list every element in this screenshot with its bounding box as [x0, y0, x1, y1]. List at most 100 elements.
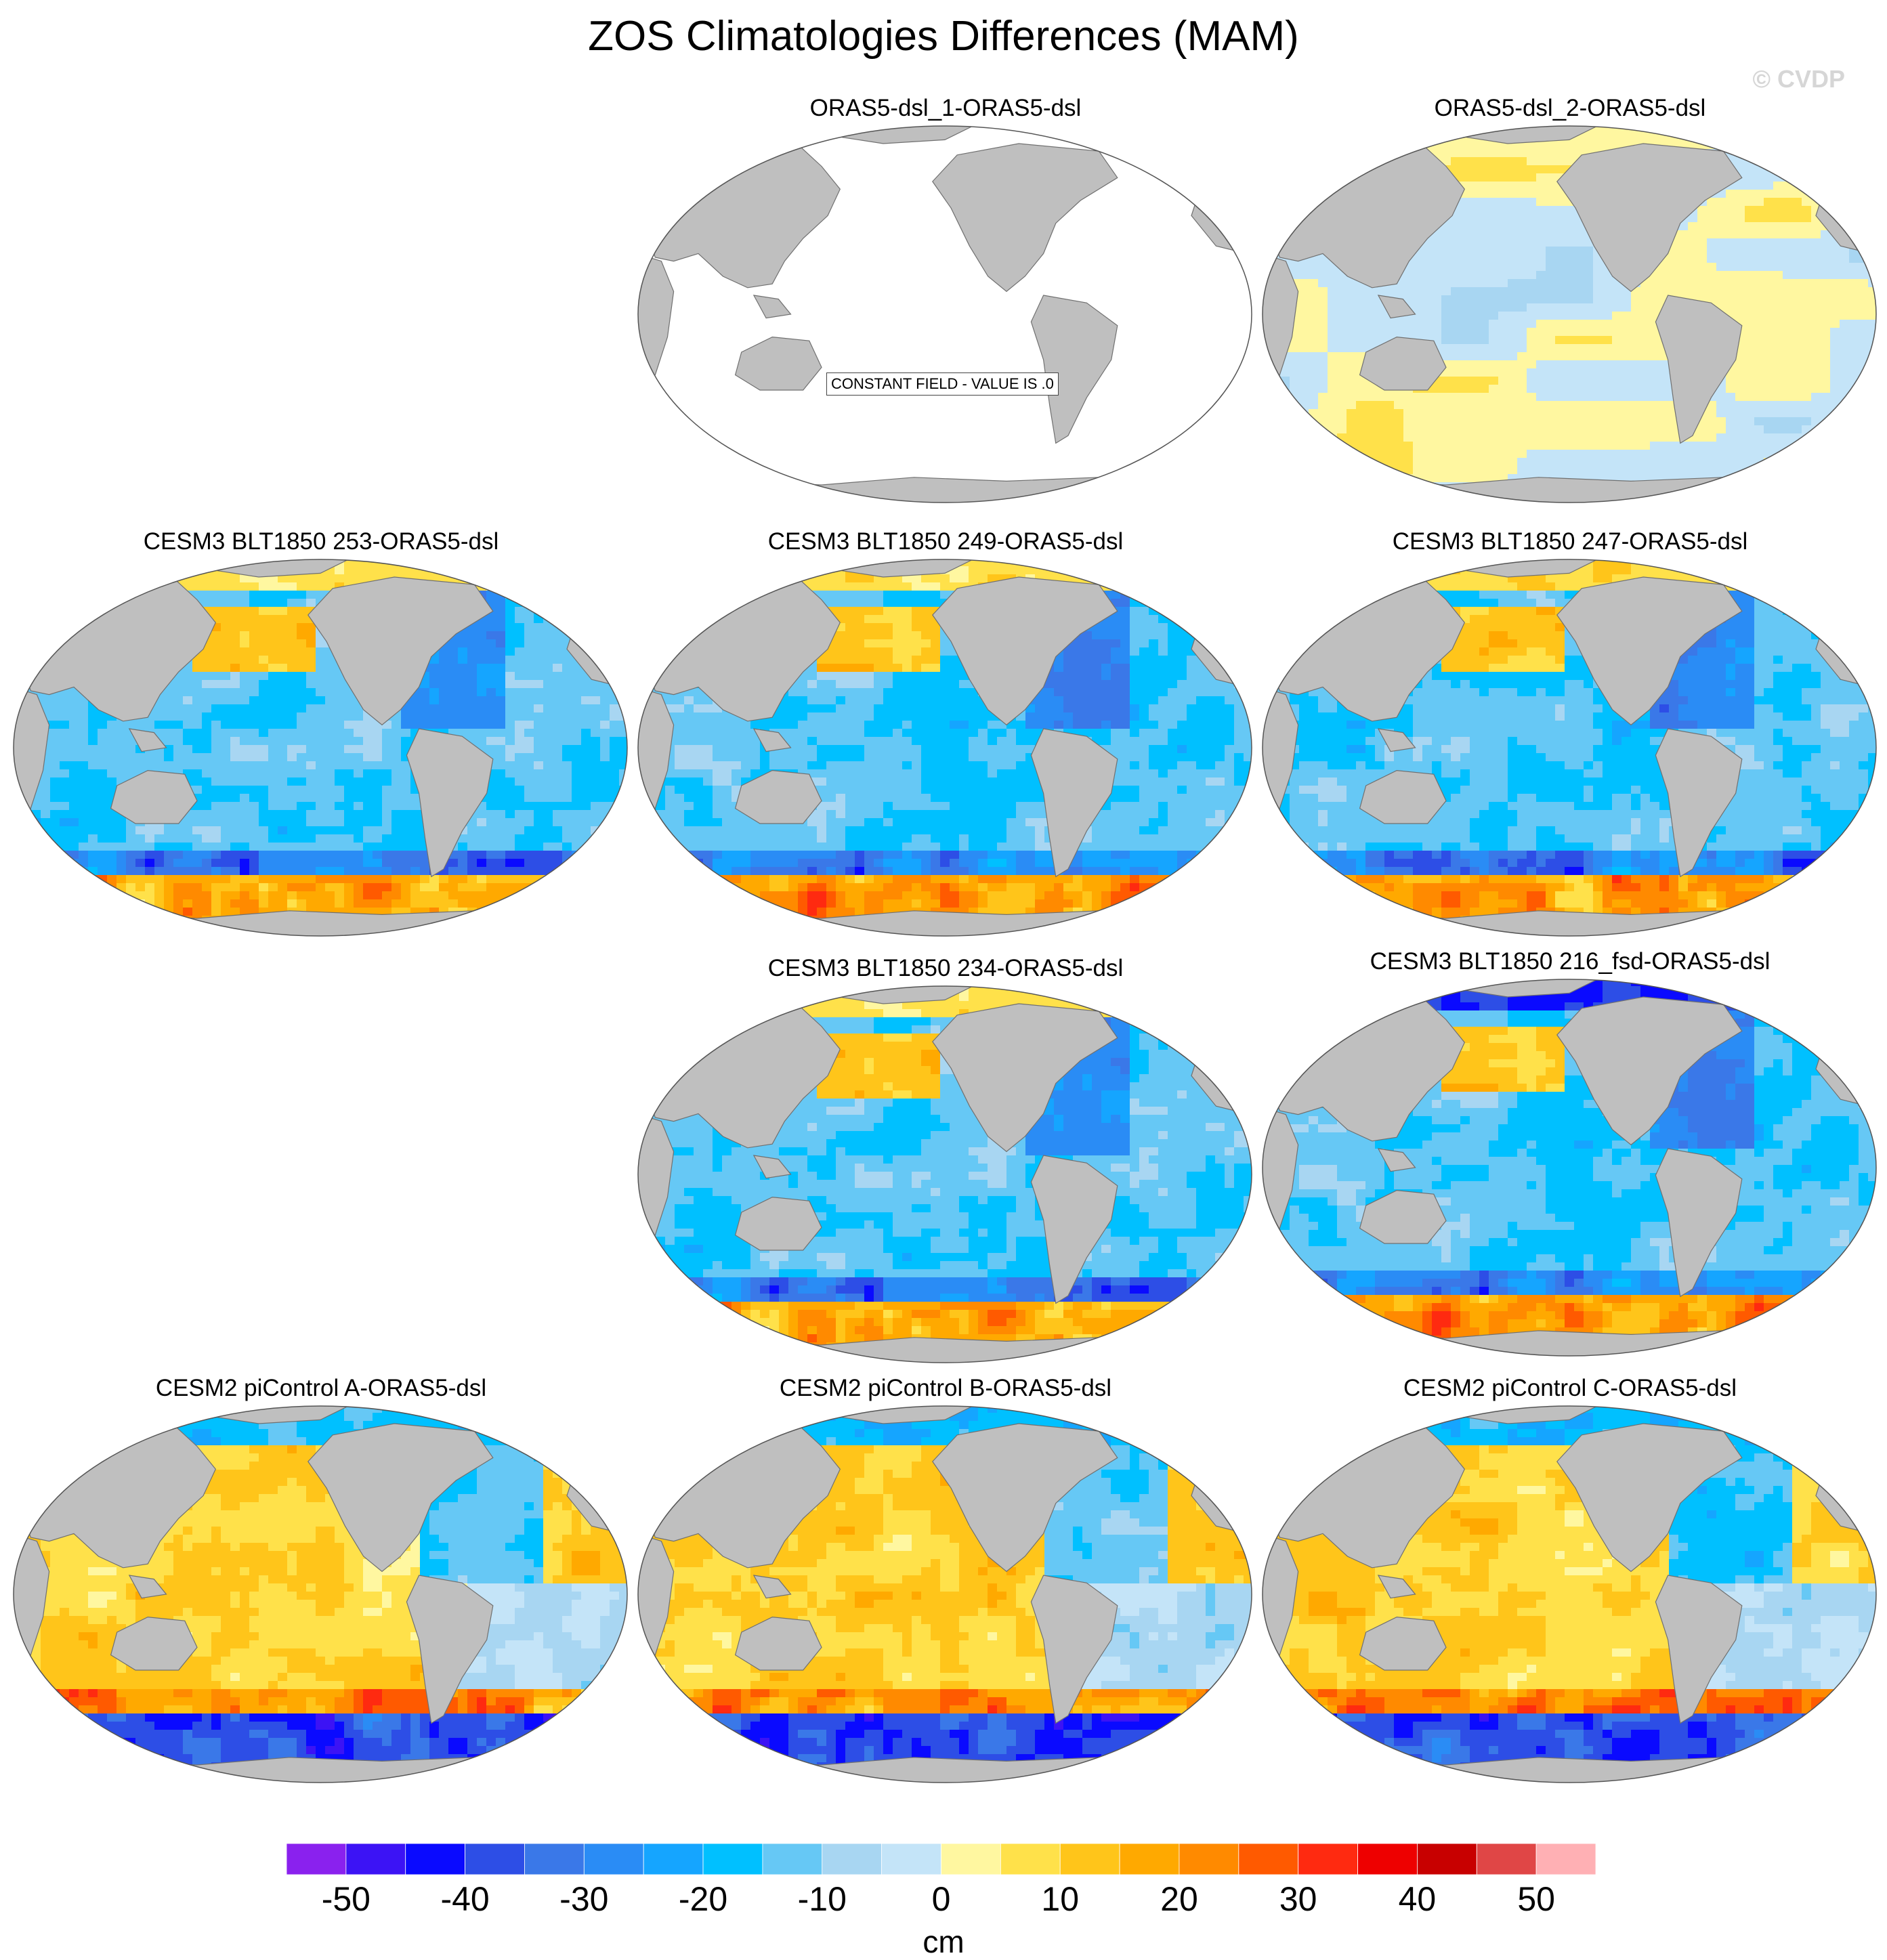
panel-title: CESM3 BLT1850 247-ORAS5-dsl	[1261, 528, 1879, 555]
colorbar-bin	[465, 1843, 525, 1875]
colorbar-bin	[762, 1843, 823, 1875]
world-map	[637, 559, 1252, 937]
landmass	[308, 576, 494, 726]
colorbar-bin	[822, 1843, 883, 1875]
map-panel: CESM2 piControl B-ORAS5-dsl	[637, 1375, 1254, 1795]
landmass	[1655, 728, 1743, 878]
panel-title: CESM3 BLT1850 249-ORAS5-dsl	[637, 528, 1254, 555]
map-outline	[1262, 559, 1877, 937]
map-panel: CESM2 piControl A-ORAS5-dsl	[12, 1375, 630, 1795]
landmass	[1377, 728, 1416, 752]
colorbar-bin	[702, 1843, 763, 1875]
map-panel: CESM3 BLT1850 234-ORAS5-dsl	[637, 955, 1254, 1375]
panel-title: CESM2 piControl C-ORAS5-dsl	[1261, 1375, 1879, 1402]
landmass	[1655, 1575, 1743, 1724]
colorbar-bin	[405, 1843, 465, 1875]
landmass	[1030, 1575, 1118, 1724]
landmass	[1655, 1148, 1743, 1298]
landmass	[1556, 1423, 1743, 1573]
panel-title: ORAS5-dsl_2-ORAS5-dsl	[1261, 95, 1879, 122]
colorbar-tick-label: -30	[559, 1879, 608, 1919]
landmass	[1556, 996, 1743, 1146]
colorbar-bin	[1000, 1843, 1061, 1875]
landmass	[1030, 728, 1118, 878]
colorbar-bin	[1238, 1843, 1299, 1875]
landmass	[308, 1423, 494, 1573]
colorbar-bin	[1476, 1843, 1537, 1875]
colorbar-bin	[1298, 1843, 1358, 1875]
landmass	[932, 576, 1118, 726]
map-outline	[637, 559, 1252, 937]
landmass	[110, 769, 198, 824]
map-outline	[1262, 1405, 1877, 1783]
landmass	[1377, 1575, 1416, 1599]
map-outline	[1262, 125, 1877, 503]
landmass	[1359, 1189, 1447, 1244]
landmass	[1556, 576, 1743, 726]
landmass	[406, 1575, 494, 1724]
landmass	[734, 1616, 822, 1671]
landmass	[1377, 1148, 1416, 1172]
landmass	[1359, 769, 1447, 824]
landmass	[1030, 1155, 1118, 1304]
landmass	[752, 728, 792, 752]
panel-title: CESM3 BLT1850 216_fsd-ORAS5-dsl	[1261, 948, 1879, 975]
world-map	[1262, 559, 1877, 937]
map-panel: ORAS5-dsl_1-ORAS5-dsl CONSTANT FIELD - VA…	[637, 95, 1254, 515]
figure-title: ZOS Climatologies Differences (MAM)	[0, 12, 1887, 60]
colorbar-tick-label: 10	[1041, 1879, 1079, 1919]
landmass	[752, 1155, 792, 1179]
landmass	[734, 769, 822, 824]
colorbar-bin	[1535, 1843, 1596, 1875]
landmass	[128, 1575, 167, 1599]
world-map	[1262, 1405, 1877, 1783]
colorbar-bin	[1357, 1843, 1418, 1875]
colorbar-tick-label: 0	[932, 1879, 951, 1919]
world-map	[637, 985, 1252, 1363]
map-panel: CESM3 BLT1850 247-ORAS5-dsl	[1261, 528, 1879, 948]
world-map	[13, 559, 628, 937]
colorbar-bin	[1059, 1843, 1120, 1875]
colorbar-bin	[583, 1843, 644, 1875]
colorbar-tick-label: -20	[679, 1879, 727, 1919]
colorbar-bin	[881, 1843, 941, 1875]
colorbar-units: cm	[923, 1923, 964, 1960]
colorbar-tick-label: 40	[1399, 1879, 1437, 1919]
colorbar-tick-label: 20	[1160, 1879, 1198, 1919]
landmass	[752, 1575, 792, 1599]
map-panel: CESM2 piControl C-ORAS5-dsl	[1261, 1375, 1879, 1795]
colorbar-bin	[1417, 1843, 1477, 1875]
colorbar-tick-label: 30	[1279, 1879, 1317, 1919]
map-panel: CESM3 BLT1850 253-ORAS5-dsl	[12, 528, 630, 948]
map-outline	[1262, 979, 1877, 1357]
map-outline	[13, 1405, 628, 1783]
panel-title: CESM3 BLT1850 234-ORAS5-dsl	[637, 955, 1254, 982]
landmass	[1030, 295, 1118, 444]
map-panel: CESM3 BLT1850 249-ORAS5-dsl	[637, 528, 1254, 948]
colorbar-tick-label: -50	[322, 1879, 370, 1919]
map-outline	[637, 1405, 1252, 1783]
colorbar-bin	[643, 1843, 704, 1875]
map-outline	[13, 559, 628, 937]
world-map	[637, 125, 1252, 503]
landmass	[1359, 336, 1447, 391]
landmass	[1359, 1616, 1447, 1671]
colorbar-tick-label: -10	[798, 1879, 847, 1919]
colorbar-tick-label: 50	[1517, 1879, 1555, 1919]
landmass	[932, 143, 1118, 293]
landmass	[752, 295, 792, 319]
panel-title: CESM3 BLT1850 253-ORAS5-dsl	[12, 528, 630, 555]
colorbar-bin	[1119, 1843, 1180, 1875]
colorbar-bin	[1179, 1843, 1239, 1875]
panel-title: CESM2 piControl A-ORAS5-dsl	[12, 1375, 630, 1402]
landmass	[734, 1196, 822, 1251]
map-panel: CESM3 BLT1850 216_fsd-ORAS5-dsl	[1261, 948, 1879, 1368]
colorbar-bin	[345, 1843, 406, 1875]
colorbar-bin	[524, 1843, 585, 1875]
world-map	[13, 1405, 628, 1783]
landmass	[406, 728, 494, 878]
landmass	[734, 336, 822, 391]
world-map	[1262, 979, 1877, 1357]
landmass	[128, 728, 167, 752]
